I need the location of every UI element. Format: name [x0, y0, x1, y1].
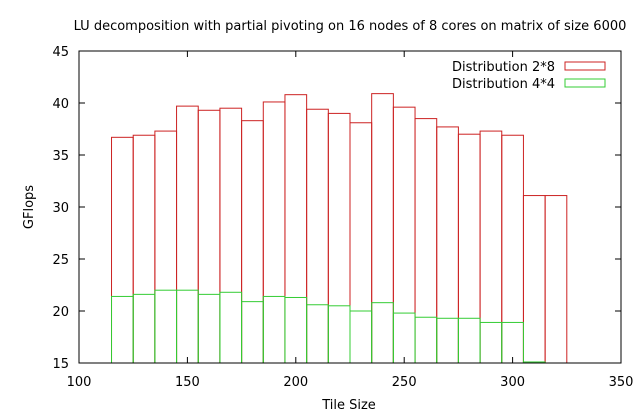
bar-series-2-x-140 — [154, 289, 178, 364]
bar-series-2-x-170 — [219, 291, 243, 364]
bar-series-2-x-210 — [306, 304, 329, 364]
bar-series-2-x-250 — [392, 312, 416, 364]
legend-label-series-1: Distribution 2*8 — [452, 60, 555, 75]
x-axis-title: Tile Size — [321, 398, 376, 413]
bar-series-1-x-270 — [436, 126, 459, 364]
bar-series-2-x-300 — [501, 321, 524, 364]
bar-series-1-x-190 — [262, 101, 286, 364]
bar-series-1-x-170 — [219, 107, 243, 364]
bar-series-1-x-260 — [414, 118, 438, 364]
chart-title: LU decomposition with partial pivoting o… — [74, 19, 627, 34]
bar-series-2-x-120 — [111, 295, 134, 364]
bar-series-1-x-200 — [284, 94, 308, 364]
y-tick-label: 15 — [52, 357, 69, 372]
bar-series-2-x-150 — [176, 289, 199, 364]
x-tick-label: 150 — [175, 375, 200, 390]
bar-series-1-x-140 — [154, 130, 178, 364]
bar-series-1-x-130 — [132, 134, 156, 364]
legend: Distribution 2*8 Distribution 4*4 — [452, 60, 606, 92]
bar-series-2-x-220 — [327, 305, 351, 364]
y-tick-label: 40 — [52, 97, 69, 112]
y-tick-label: 35 — [52, 149, 69, 164]
y-axis-title: GFlops — [22, 185, 37, 229]
bar-series-2-x-260 — [414, 316, 438, 364]
ticks-layer: 100 150 200 250 300 350 15 20 25 30 35 40 45 — [52, 45, 633, 390]
bar-series-1-x-250 — [392, 106, 416, 364]
bar-series-2-x-280 — [457, 317, 481, 364]
bar-series-2-x-130 — [132, 293, 156, 364]
bar-series-2-x-270 — [436, 317, 459, 364]
legend-swatch-series-1 — [564, 61, 606, 71]
bar-series-2-x-240 — [371, 302, 394, 364]
bar-series-1-x-310 — [522, 195, 546, 364]
bar-series-1-x-320 — [544, 195, 568, 364]
bar-series-2-x-290 — [479, 321, 503, 364]
bar-series-1-x-220 — [327, 112, 351, 364]
bar-series-1-x-300 — [501, 134, 524, 364]
bar-series-1-x-240 — [371, 93, 394, 364]
bar-series-1-x-150 — [176, 105, 199, 364]
x-tick-label: 300 — [500, 375, 525, 390]
bar-series-1-x-290 — [479, 130, 503, 364]
legend-swatch-series-2 — [564, 78, 606, 88]
bar-series-2-x-200 — [284, 296, 308, 364]
bar-series-1-x-160 — [197, 109, 221, 364]
bar-series-2-x-230 — [349, 310, 373, 364]
legend-label-series-2: Distribution 4*4 — [452, 77, 555, 92]
bar-series-1-x-210 — [306, 108, 329, 364]
bar-series-1-x-180 — [241, 120, 264, 364]
y-tick-label: 20 — [52, 305, 69, 320]
y-tick-label: 25 — [52, 253, 69, 268]
x-tick-label: 100 — [67, 375, 92, 390]
y-tick-label: 30 — [52, 201, 69, 216]
x-tick-label: 350 — [609, 375, 634, 390]
bar-series-2-x-160 — [197, 293, 221, 364]
x-tick-label: 250 — [392, 375, 417, 390]
bars-layer — [111, 93, 568, 364]
x-tick-label: 200 — [283, 375, 308, 390]
bar-series-1-x-120 — [111, 136, 134, 364]
bar-series-2-x-190 — [262, 295, 286, 364]
y-tick-label: 45 — [52, 45, 69, 60]
bar-series-1-x-280 — [457, 133, 481, 364]
bar-series-1-x-230 — [349, 122, 373, 364]
bar-series-2-x-180 — [241, 301, 264, 364]
